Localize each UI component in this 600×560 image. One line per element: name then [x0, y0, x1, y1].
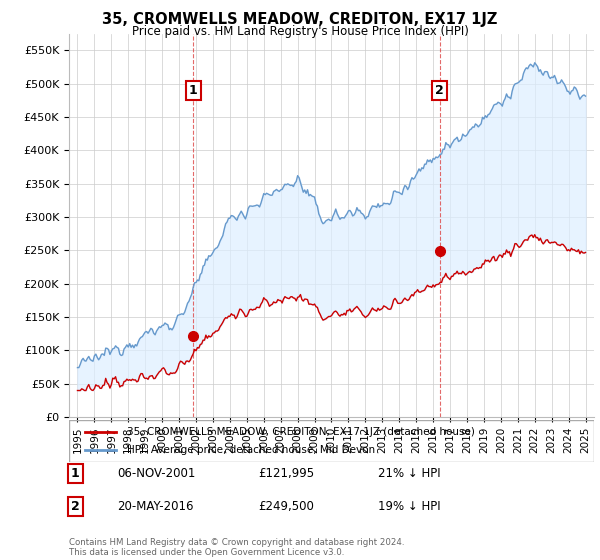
Text: £121,995: £121,995: [258, 466, 314, 480]
Text: 35, CROMWELLS MEADOW, CREDITON, EX17 1JZ: 35, CROMWELLS MEADOW, CREDITON, EX17 1JZ: [103, 12, 497, 27]
Text: 19% ↓ HPI: 19% ↓ HPI: [378, 500, 440, 514]
Text: 20-MAY-2016: 20-MAY-2016: [117, 500, 193, 514]
Text: 21% ↓ HPI: 21% ↓ HPI: [378, 466, 440, 480]
Text: 35, CROMWELLS MEADOW, CREDITON, EX17 1JZ (detached house): 35, CROMWELLS MEADOW, CREDITON, EX17 1JZ…: [127, 427, 475, 437]
Text: £249,500: £249,500: [258, 500, 314, 514]
Text: HPI: Average price, detached house, Mid Devon: HPI: Average price, detached house, Mid …: [127, 445, 375, 455]
Text: 1: 1: [189, 84, 197, 97]
Text: 06-NOV-2001: 06-NOV-2001: [117, 466, 196, 480]
Text: Price paid vs. HM Land Registry's House Price Index (HPI): Price paid vs. HM Land Registry's House …: [131, 25, 469, 38]
Text: 2: 2: [71, 500, 79, 514]
Text: 1: 1: [71, 466, 79, 480]
Text: Contains HM Land Registry data © Crown copyright and database right 2024.
This d: Contains HM Land Registry data © Crown c…: [69, 538, 404, 557]
Text: 2: 2: [435, 84, 444, 97]
